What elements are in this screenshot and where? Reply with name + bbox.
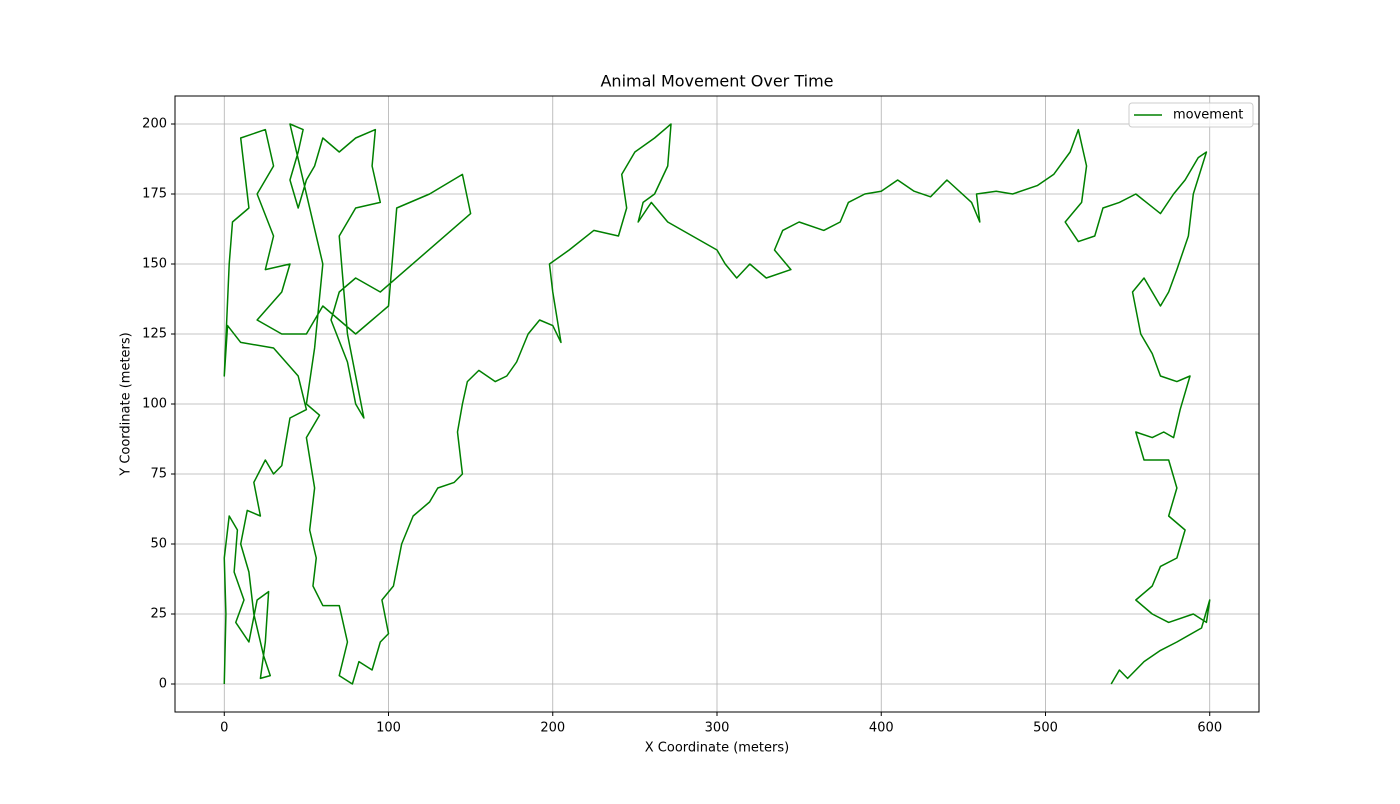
y-tick-label: 200 [142, 117, 167, 132]
y-tick-label: 175 [142, 187, 167, 202]
movement-line [223, 123, 1211, 685]
x-tick-label: 0 [220, 721, 228, 736]
legend-label: movement [1173, 108, 1243, 123]
x-tick-label: 600 [1197, 721, 1222, 736]
x-tick-label: 400 [869, 721, 894, 736]
x-tick-label: 500 [1033, 721, 1058, 736]
y-tick-label: 125 [142, 327, 167, 342]
y-tick-label: 25 [150, 607, 167, 622]
y-tick-label: 75 [150, 467, 167, 482]
x-tick-label: 100 [376, 721, 401, 736]
y-tick-label: 150 [142, 257, 167, 272]
legend-box [1128, 102, 1254, 128]
y-tick-label: 50 [150, 537, 167, 552]
y-axis-label: Y Coordinate (meters) [119, 332, 134, 477]
x-tick-label: 200 [540, 721, 565, 736]
y-tick-label: 100 [142, 397, 167, 412]
x-tick-label: 300 [705, 721, 730, 736]
chart-title: Animal Movement Over Time [600, 72, 833, 91]
y-tick-label: 0 [159, 677, 167, 692]
x-axis-label: X Coordinate (meters) [645, 741, 789, 756]
plot-frame [174, 95, 1260, 713]
